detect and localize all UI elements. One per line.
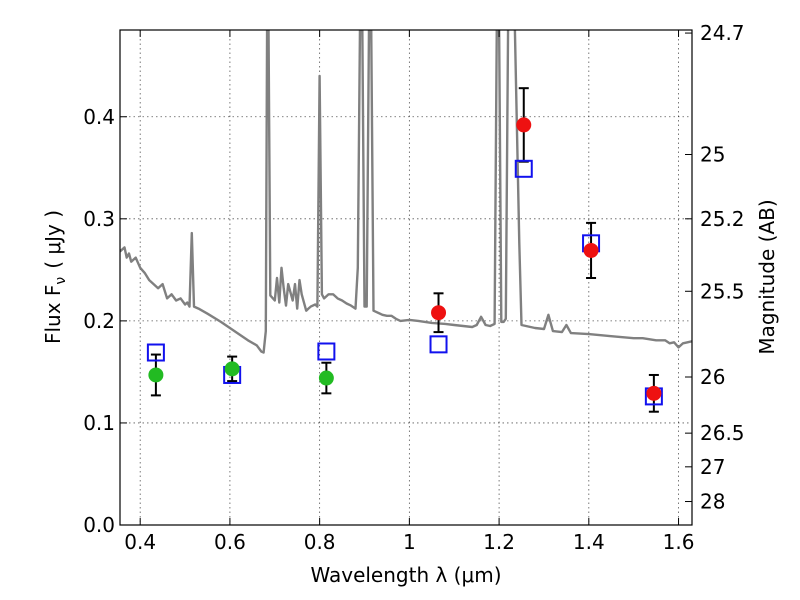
y2-tick-label: 25.2 (700, 207, 745, 231)
tick-marks (120, 30, 692, 526)
model-square-marker (146, 343, 165, 362)
spectrum-layer (120, 30, 692, 354)
observed-point (148, 367, 164, 383)
plot-frame (119, 29, 693, 526)
observed-point (431, 305, 447, 321)
x-tick-label: 0.8 (304, 530, 336, 554)
y2-tick-label: 25 (700, 143, 725, 167)
y2-tick-label: 25.5 (700, 279, 745, 303)
x-tick-label: 0.4 (124, 530, 156, 554)
y-tick-label: 0.0 (83, 513, 115, 537)
y-tick-label: 0.1 (83, 411, 115, 435)
x-tick-label: 1 (403, 530, 416, 554)
spectrum-line (120, 30, 692, 354)
y-tick-label: 0.3 (83, 207, 115, 231)
y-axis-label-unit: ( μJy ) (41, 210, 65, 269)
x-axis-label: Wavelength λ (μm) (310, 563, 501, 587)
y2-tick-label: 26 (700, 365, 725, 389)
observed-point (583, 242, 599, 258)
y2-tick-label: 26.5 (700, 421, 745, 445)
observed-point (224, 361, 240, 377)
y-axis-label: Flux Fν ( μJy ) (41, 210, 69, 344)
x-tick-label: 0.6 (214, 530, 246, 554)
y-axis-label-main: Flux F (41, 285, 65, 344)
observed-point (318, 370, 334, 386)
x-tick-label: 1.4 (573, 530, 605, 554)
observed-point (516, 117, 532, 133)
y2-tick-label: 28 (700, 490, 725, 514)
x-tick-label: 1.6 (663, 530, 695, 554)
x-tick-label: 1.2 (483, 530, 515, 554)
y2-tick-label: 24.7 (700, 21, 745, 45)
y-tick-label: 0.2 (83, 309, 115, 333)
observed-point (646, 385, 662, 401)
y2-tick-label: 27 (700, 455, 725, 479)
model-square-marker (317, 342, 336, 361)
marker-layer (146, 87, 663, 413)
y-axis-label-subscript: ν (53, 277, 69, 285)
y2-axis-label: Magnitude (AB) (755, 199, 779, 354)
y-tick-label: 0.4 (83, 105, 115, 129)
model-square-marker (429, 335, 448, 354)
model-square-marker (514, 159, 533, 178)
